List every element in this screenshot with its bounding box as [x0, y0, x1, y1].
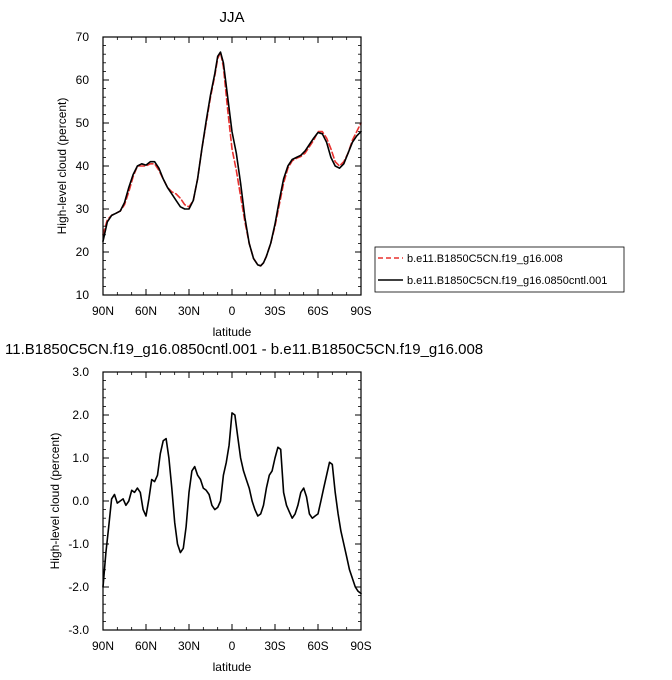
bottom-y-tick-label: 0.0 — [72, 494, 89, 508]
bottom-y-tick-label: 2.0 — [72, 408, 89, 422]
bottom-x-tick-label: 60N — [135, 639, 157, 653]
bottom-x-tick-label: 30N — [178, 639, 200, 653]
bottom-y-tick-label: -2.0 — [68, 580, 89, 594]
top-series-line-1 — [102, 51, 362, 267]
bottom-y-tick-label: 3.0 — [72, 365, 89, 379]
top-chart-title: JJA — [219, 9, 244, 26]
bottom-x-tick-label: 90N — [92, 639, 114, 653]
top-y-tick-label: 10 — [76, 288, 90, 302]
top-x-tick-label: 90S — [350, 304, 371, 318]
bottom-x-axis-label: latitude — [213, 660, 252, 674]
bottom-x-tick-label: 0 — [229, 639, 236, 653]
top-y-tick-label: 20 — [76, 245, 90, 259]
bottom-y-tick-label: -1.0 — [68, 537, 89, 551]
bottom-chart-title: 11.B1850C5CN.f19_g16.0850cntl.001 - b.e1… — [5, 341, 483, 358]
bottom-y-tick-label: 1.0 — [72, 451, 89, 465]
top-y-tick-label: 70 — [76, 30, 90, 44]
top-panel: JJA 90N 60N 30N 0 30S 60S 90S 10 20 30 40 50 60 70 la… — [55, 9, 625, 339]
bottom-panel: 11.B1850C5CN.f19_g16.0850cntl.001 - b.e1… — [5, 341, 483, 674]
top-y-tick-label: 30 — [76, 202, 90, 216]
top-y-tick-label: 40 — [76, 159, 90, 173]
top-x-tick-label: 30N — [178, 304, 200, 318]
top-series-line-2 — [102, 51, 362, 267]
bottom-x-tick-label: 60S — [307, 639, 328, 653]
legend-box — [374, 246, 625, 293]
bottom-x-tick-label: 30S — [264, 639, 285, 653]
top-x-tick-label: 90N — [92, 304, 114, 318]
bottom-series-line-1 — [102, 412, 362, 595]
bottom-y-axis-label: High-level cloud (percent) — [48, 433, 62, 570]
legend: b.e11.B1850C5CN.f19_g16.008 b.e11.B1850C… — [374, 246, 625, 293]
top-x-tick-label: 30S — [264, 304, 285, 318]
top-y-tick-label: 60 — [76, 73, 90, 87]
top-plot-lines — [102, 51, 362, 267]
legend-label-series-2: b.e11.B1850C5CN.f19_g16.0850cntl.001 — [407, 275, 607, 287]
bottom-axes: 90N 60N 30N 0 30S 60S 90S 3.0 2.0 1.0 0.0 -1.0 -2.0 -… — [68, 365, 371, 653]
top-x-tick-label: 0 — [229, 304, 236, 318]
top-y-axis-label: High-level cloud (percent) — [55, 98, 69, 235]
top-x-axis-label: latitude — [213, 325, 252, 339]
top-y-tick-label: 50 — [76, 116, 90, 130]
bottom-y-tick-label: -3.0 — [68, 623, 89, 637]
bottom-plot-lines — [102, 412, 362, 595]
bottom-x-tick-label: 90S — [350, 639, 371, 653]
top-axes: 90N 60N 30N 0 30S 60S 90S 10 20 30 40 50 60 70 — [76, 30, 372, 318]
legend-label-series-1: b.e11.B1850C5CN.f19_g16.008 — [407, 253, 563, 265]
top-x-tick-label: 60S — [307, 304, 328, 318]
top-x-tick-label: 60N — [135, 304, 157, 318]
